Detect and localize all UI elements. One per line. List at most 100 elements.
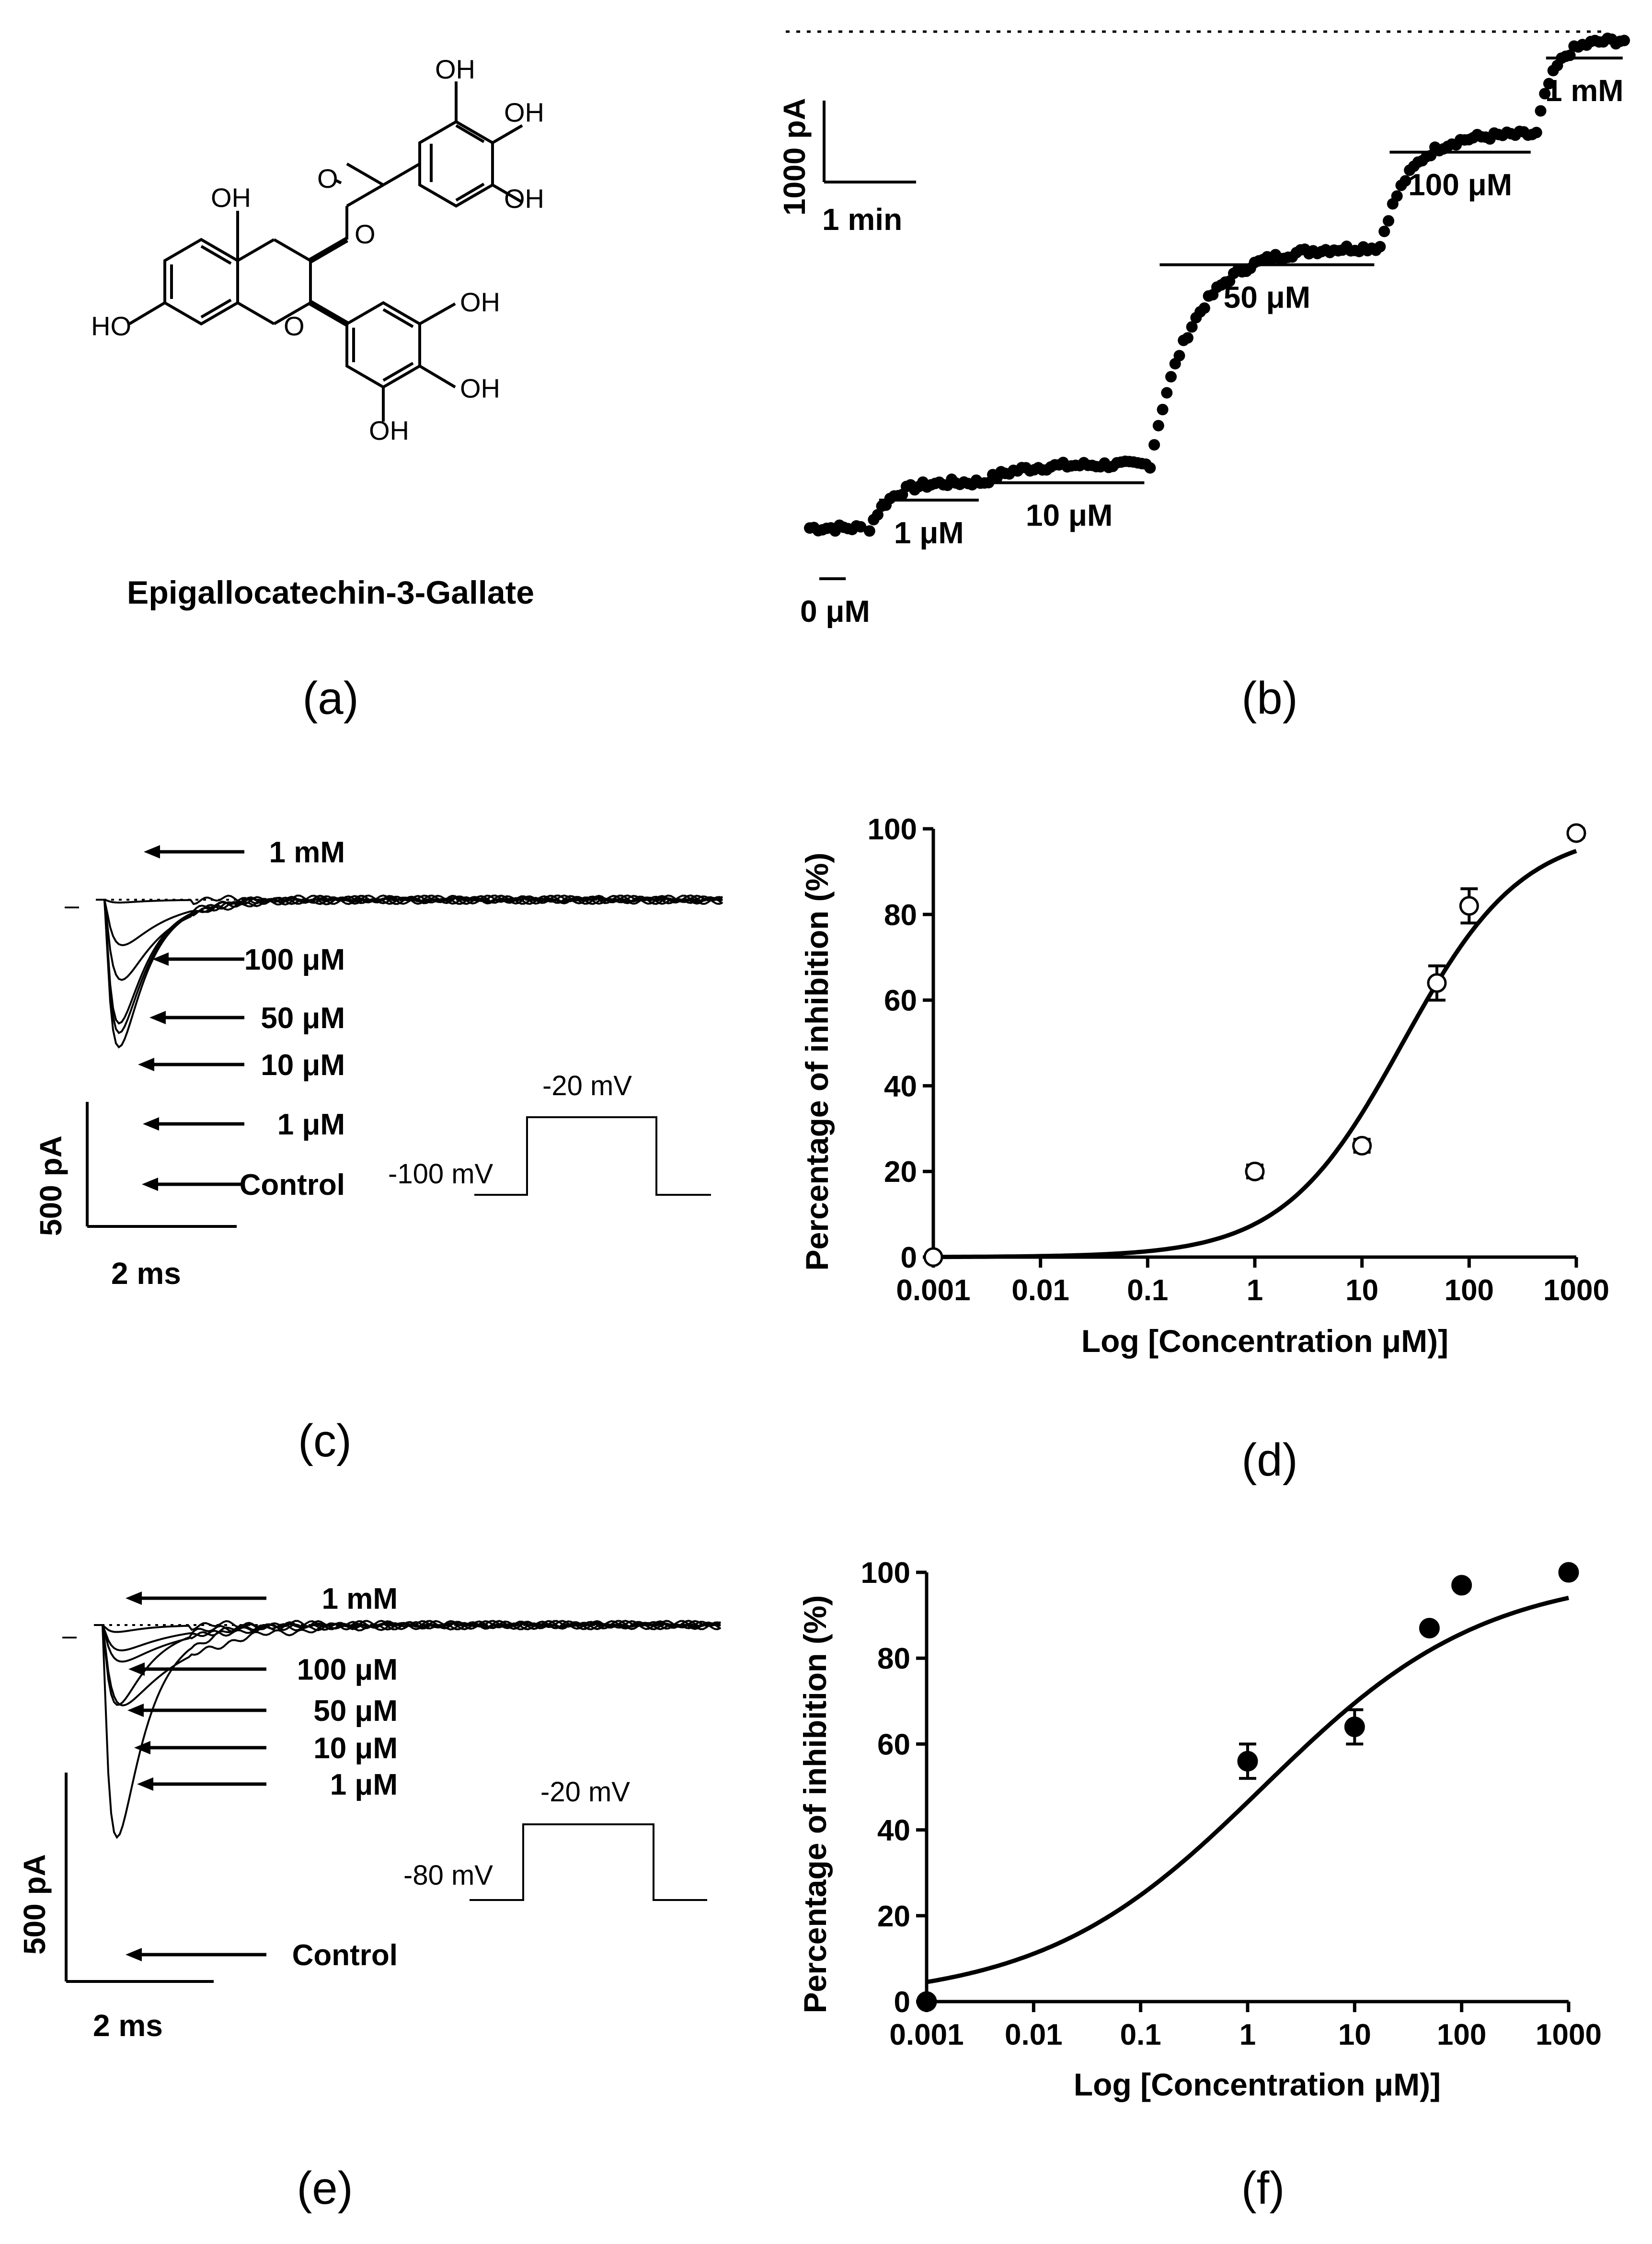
arrow-head [126, 1591, 142, 1605]
panel-label-a: (a) [302, 673, 358, 724]
arrow-head [134, 1741, 150, 1754]
oh-label-7: OH [369, 415, 409, 446]
concentration-label: 10 μM [1026, 498, 1113, 533]
current-trace [94, 1620, 722, 1706]
trace-arrows-e: 1 mM 100 μM 50 μM 10 μM1 μM Control [126, 1582, 398, 1972]
oh-label-6: OH [460, 373, 500, 403]
timecourse-point [872, 509, 883, 521]
current-traces-e [94, 1620, 722, 1839]
timecourse-point [855, 521, 867, 533]
trace-label: Control [292, 1939, 398, 1972]
voltage-protocol-c: -100 mV -20 mV [388, 1070, 711, 1196]
d-ylabel: Percentage of inhibition (%) [799, 853, 835, 1271]
x-tick-label: 10 [1338, 2018, 1371, 2051]
timecourse-point [1391, 190, 1403, 202]
f-fit-curve [926, 1595, 1570, 1984]
y-tick-label: 100 [868, 813, 917, 846]
arrow-head [142, 1178, 158, 1191]
x-tick-label: 0.1 [1127, 1274, 1168, 1307]
x-tick-label: 0.1 [1120, 2018, 1161, 2051]
f-xlabel: Log [Concentration μM)] [1074, 2067, 1441, 2102]
scale-bar-c [86, 1102, 237, 1228]
arrow-head [149, 1011, 166, 1024]
d-axes: 0 20 40 60 80 100 0.001 0.01 0.1 1 10 100 1000 [868, 813, 1609, 1307]
d-xlabel: Log [Concentration μM)] [1081, 1323, 1448, 1359]
protocol-step-c: -20 mV [542, 1070, 632, 1101]
protocol-step-e: -20 mV [540, 1776, 630, 1808]
data-point [1427, 973, 1447, 993]
x-tick-label: 1 [1247, 1274, 1263, 1307]
data-point [1459, 896, 1479, 916]
x-tick-label: 10 [1345, 1274, 1378, 1307]
y-tick-label: 20 [877, 1900, 910, 1933]
x-tick-label: 1 [1239, 2018, 1256, 2051]
arrow-head [152, 952, 169, 966]
timecourse-point [1157, 403, 1169, 415]
y-tick-label: 0 [894, 1986, 910, 2019]
timecourse-point [1173, 350, 1185, 362]
y-tick-label: 20 [884, 1156, 917, 1189]
o-carbonyl-label: O [317, 163, 338, 194]
scale-x-e: 2 ms [93, 2008, 163, 2043]
trace-arrows: 1 mM 100 μM 50 μM 10 μM 1 μM Control [138, 836, 345, 1202]
current-trace [94, 1620, 721, 1839]
timecourse-points [804, 33, 1630, 537]
trace-label: 1 μM [330, 1768, 398, 1801]
panel-d-dose-response: 0 20 40 60 80 100 0.001 0.01 0.1 1 10 100 1000 Log [… [799, 813, 1609, 1486]
arrow-head [127, 1704, 144, 1717]
application-bars: 0 μM 1 μM 10 μM 50 μM 100 μM 1 mM [800, 57, 1624, 629]
concentration-label: 0 μM [800, 594, 870, 629]
timecourse-point [863, 525, 875, 537]
panel-label-c: (c) [298, 1415, 352, 1466]
timecourse-point [1374, 240, 1386, 252]
trace-label: 1 mM [269, 836, 345, 869]
y-tick-label: 40 [884, 1070, 917, 1103]
timecourse-point [1152, 420, 1164, 432]
f-data-points [916, 1562, 1579, 2012]
oh-label-4: OH [211, 183, 251, 213]
data-point [1566, 823, 1586, 843]
x-tick-label: 0.01 [1005, 2018, 1063, 2051]
data-point [916, 1991, 937, 2012]
x-tick-label: 0.01 [1011, 1274, 1069, 1307]
data-point [1451, 1575, 1472, 1596]
timecourse-point [1535, 105, 1547, 117]
arrow-head [143, 1117, 159, 1131]
panel-label-f: (f) [1241, 2163, 1285, 2214]
current-traces [96, 894, 723, 1049]
concentration-label: 1 mM [1545, 73, 1624, 108]
scale-y-c: 500 pA [34, 1135, 68, 1236]
y-tick-label: 0 [901, 1241, 917, 1274]
trace-label: Control [240, 1168, 345, 1202]
o-ester-label: O [355, 219, 376, 249]
trace-label: 100 μM [297, 1653, 398, 1686]
protocol-holding-c: -100 mV [388, 1158, 493, 1190]
arrow-head [138, 1058, 154, 1071]
zero-mark-e: – [62, 1621, 77, 1650]
y-tick-label: 60 [884, 985, 917, 1018]
ho-label: HO [91, 311, 131, 341]
trace-label: 50 μM [313, 1694, 398, 1728]
timecourse-point [1198, 302, 1210, 314]
y-tick-label: 60 [877, 1728, 910, 1761]
data-point [1352, 1136, 1372, 1156]
current-trace [96, 894, 723, 981]
oh-label-3: OH [504, 183, 544, 214]
x-tick-label: 1000 [1536, 2018, 1602, 2051]
y-tick-label: 80 [877, 1642, 910, 1675]
arrow-head [137, 1777, 153, 1791]
data-point [1419, 1617, 1440, 1638]
oh-label-1: OH [435, 54, 475, 84]
trace-label: 50 μM [261, 1002, 345, 1035]
y-tick-label: 100 [861, 1557, 910, 1590]
protocol-holding-e: -80 mV [403, 1860, 493, 1891]
panel-label-b: (b) [1241, 673, 1297, 724]
f-axes: 0 20 40 60 80 100 0.001 0.01 0.1 1 10 100 1000 [861, 1557, 1602, 2051]
panel-label-d: (d) [1241, 1434, 1297, 1486]
concentration-label: 100 μM [1408, 168, 1512, 202]
timecourse-point [1383, 215, 1395, 227]
y-tick-label: 40 [877, 1814, 910, 1847]
panel-c-traces: – 1 mM 100 μM 50 μM 10 μM 1 μM Control 500 pA… [34, 836, 723, 1466]
current-trace [96, 894, 723, 1049]
arrow-head [126, 1948, 142, 1961]
